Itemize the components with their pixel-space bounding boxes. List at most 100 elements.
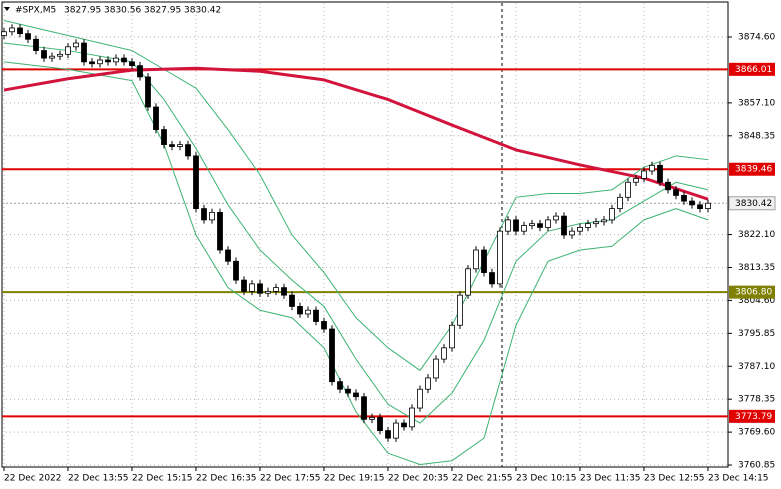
candle-body bbox=[577, 227, 583, 232]
candle-body bbox=[73, 42, 79, 48]
x-tick-label: 23 Dec 14:15 bbox=[708, 474, 769, 484]
x-tick-label: 23 Dec 10:15 bbox=[516, 474, 577, 484]
candle-body bbox=[121, 57, 127, 63]
candle-body bbox=[297, 306, 303, 315]
y-tick-label: 3822.10 bbox=[738, 230, 775, 240]
price-label: 3830.42 bbox=[735, 199, 772, 209]
level-label-box bbox=[729, 409, 775, 423]
candle-body bbox=[129, 61, 135, 67]
candle-body bbox=[193, 155, 199, 210]
candle-body bbox=[17, 27, 23, 35]
candle-body bbox=[513, 219, 519, 232]
y-tick-label: 3795.85 bbox=[738, 329, 775, 339]
candle-body bbox=[89, 61, 95, 65]
candle-body bbox=[185, 144, 191, 157]
candle-body bbox=[457, 294, 463, 326]
candle-body bbox=[473, 249, 479, 270]
y-tick-label: 3857.10 bbox=[738, 98, 775, 108]
candle-body bbox=[257, 283, 263, 294]
y-tick-label: 3769.60 bbox=[738, 428, 775, 438]
candle-body bbox=[385, 430, 391, 439]
candle-body bbox=[33, 38, 39, 51]
level-label: 3839.46 bbox=[735, 165, 772, 175]
y-tick-label: 3813.35 bbox=[738, 263, 775, 273]
candles bbox=[1, 24, 711, 442]
candle-body bbox=[369, 417, 375, 420]
candle-body bbox=[417, 388, 423, 409]
candle-body bbox=[465, 268, 471, 296]
x-tick-label: 23 Dec 12:55 bbox=[644, 474, 705, 484]
candle-body bbox=[569, 230, 575, 236]
y-tick-label: 3760.85 bbox=[738, 461, 775, 471]
candle-body bbox=[313, 309, 319, 322]
level-label: 3866.01 bbox=[735, 65, 772, 75]
candle-body bbox=[241, 279, 247, 292]
candle-body bbox=[681, 195, 687, 202]
indicator-line bbox=[3, 66, 709, 201]
x-tick-label: 22 Dec 15:15 bbox=[132, 474, 193, 484]
header-low: 3827.95 bbox=[144, 6, 181, 16]
y-tick-label: 3787.10 bbox=[738, 362, 775, 372]
candle-body bbox=[169, 144, 175, 147]
candle-body bbox=[505, 219, 511, 232]
candle-body bbox=[145, 76, 151, 108]
candle-body bbox=[593, 221, 599, 225]
candle-body bbox=[161, 129, 167, 146]
candle-body bbox=[657, 164, 663, 183]
candle-body bbox=[201, 208, 207, 221]
header-high: 3830.56 bbox=[104, 6, 141, 16]
level-label: 3806.80 bbox=[735, 288, 772, 298]
symbol: #SPX,M5 bbox=[15, 6, 56, 16]
candle-body bbox=[177, 144, 183, 147]
candle-body bbox=[489, 272, 495, 285]
header-close: 3830.42 bbox=[184, 6, 221, 16]
candle-body bbox=[233, 260, 239, 281]
candle-body bbox=[1, 31, 7, 36]
candle-body bbox=[57, 53, 63, 57]
candle-body bbox=[281, 287, 287, 296]
indicator-line bbox=[3, 19, 709, 371]
level-label-box bbox=[729, 162, 775, 176]
candle-body bbox=[625, 181, 631, 198]
x-tick-label: 22 Dec 13:55 bbox=[68, 474, 129, 484]
candle-body bbox=[209, 211, 215, 221]
candle-body bbox=[689, 200, 695, 206]
candle-body bbox=[673, 189, 679, 196]
candle-body bbox=[529, 223, 535, 226]
x-tick-label: 22 Dec 21:55 bbox=[452, 474, 513, 484]
candle-body bbox=[497, 230, 503, 285]
candle-body bbox=[561, 215, 567, 236]
candle-body bbox=[321, 321, 327, 330]
candle-body bbox=[105, 59, 111, 63]
candle-body bbox=[153, 106, 159, 130]
candle-body bbox=[25, 33, 31, 40]
candle-body bbox=[481, 249, 487, 273]
candle-body bbox=[401, 422, 407, 428]
candle-body bbox=[441, 347, 447, 360]
x-tick-label: 22 Dec 19:15 bbox=[324, 474, 385, 484]
candle-body bbox=[665, 181, 671, 191]
candle-body bbox=[41, 50, 47, 59]
candle-body bbox=[337, 381, 343, 390]
candle-body bbox=[393, 422, 399, 439]
y-tick-label: 3848.35 bbox=[738, 131, 775, 141]
candle-body bbox=[265, 290, 271, 294]
candle-body bbox=[633, 178, 639, 183]
y-tick-label: 3874.60 bbox=[738, 33, 775, 43]
candle-body bbox=[617, 196, 623, 210]
candle-body bbox=[249, 283, 255, 292]
candle-body bbox=[425, 377, 431, 390]
level-label: 3773.79 bbox=[735, 412, 772, 422]
candle-body bbox=[81, 42, 87, 63]
indicator-line bbox=[3, 61, 709, 465]
candle-body bbox=[377, 417, 383, 432]
menu-arrow[interactable] bbox=[4, 7, 10, 11]
candle-body bbox=[97, 59, 103, 65]
candle-body bbox=[137, 65, 143, 78]
candle-body bbox=[113, 57, 119, 63]
candle-body bbox=[289, 294, 295, 307]
candle-body bbox=[409, 407, 415, 428]
level-label-box bbox=[729, 62, 775, 76]
